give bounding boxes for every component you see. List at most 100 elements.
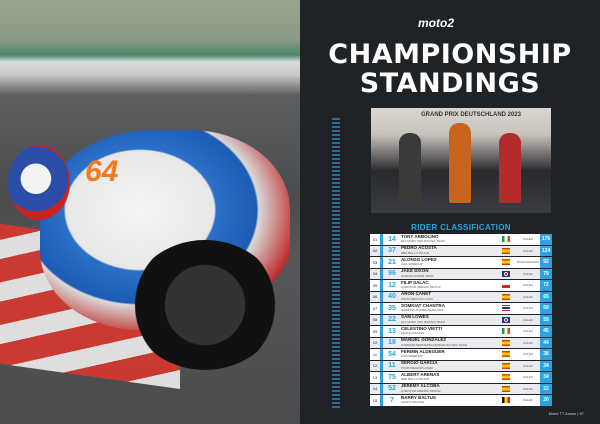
bike-make: KALEX	[523, 329, 533, 334]
rider-number: 14	[388, 235, 396, 243]
points: 65	[540, 291, 552, 302]
bike-make: BOSCOSCURO	[517, 260, 539, 265]
table-row: 12 11 SERGIO GARCIA PONS WEGOW LOS40 KALE…	[370, 360, 552, 372]
page-title: CHAMPIONSHIP STANDINGS	[300, 40, 600, 98]
row-accent	[380, 234, 383, 245]
bike-make: KALEX	[523, 294, 533, 299]
uk-flag-icon	[502, 316, 510, 323]
row-accent	[380, 291, 383, 302]
points: 45	[540, 326, 552, 337]
rider-name: JEREMY ALCOBA	[401, 383, 440, 389]
position: 02	[372, 248, 378, 254]
spain-flag-icon	[502, 293, 510, 300]
row-accent	[380, 395, 383, 406]
spain-flag-icon	[502, 385, 510, 392]
rider-figure	[449, 123, 471, 203]
team-name: PONS WEGOW LOS40	[401, 365, 433, 370]
rider-helmet	[8, 145, 70, 220]
row-accent	[380, 245, 383, 256]
position: 09	[372, 328, 378, 334]
bike-number: 64	[85, 155, 119, 188]
table-row: 07 35 SOMKIAT CHANTRA IDEMITSU HONDA TEAM…	[370, 303, 552, 315]
rider-name: FILIP SALAC	[401, 279, 429, 285]
points: 34	[540, 372, 552, 383]
team-name: FANTIC RACING	[401, 400, 425, 405]
table-row: 15 7 BARRY BALTUS FANTIC RACING KALEX 20	[370, 395, 552, 407]
rider-name: SERGIO GARCIA	[401, 360, 438, 366]
team-name: CAG SPEEDUP	[401, 262, 423, 267]
bike-make: KALEX	[523, 306, 533, 311]
points: 79	[540, 268, 552, 279]
position: 14	[372, 386, 378, 392]
title-line-1: CHAMPIONSHIP	[328, 39, 572, 70]
spain-flag-icon	[502, 351, 510, 358]
row-accent	[380, 372, 383, 383]
position: 11	[372, 351, 378, 357]
rider-number: 22	[388, 316, 396, 324]
rider-number: 18	[388, 339, 396, 347]
rider-name: ALONSO LOPEZ	[401, 256, 437, 262]
page-footer: Motul TT Assen | 87	[548, 411, 584, 416]
points: 34	[540, 360, 552, 371]
rider-number: 35	[388, 304, 396, 312]
row-accent	[380, 268, 383, 279]
rider-number: 7	[390, 396, 394, 404]
points: 20	[540, 395, 552, 406]
rider-name: MANUEL GONZALEZ	[401, 337, 447, 343]
bike-make: KALEX	[523, 340, 533, 345]
bike-make: KALEX	[523, 363, 533, 368]
team-name: RED BULL KTM AJO	[401, 250, 430, 255]
points: 72	[540, 280, 552, 291]
table-row: 02 37 PEDRO ACOSTA RED BULL KTM AJO KALEX…	[370, 245, 552, 257]
decorative-stripe	[332, 118, 340, 408]
rider-number: 12	[388, 281, 396, 289]
points: 176	[540, 234, 552, 245]
position: 06	[372, 294, 378, 300]
team-name: CAG SPEEDUP	[401, 354, 423, 359]
bike-make: KALEX	[523, 386, 533, 391]
table-row: 05 12 FILIP SALAC QJMOTOR GRESINI MOTO2 K…	[370, 280, 552, 292]
spain-flag-icon	[502, 259, 510, 266]
rider-name: CELESTINO VIETTI	[401, 325, 443, 331]
team-name: FANTIC RACING	[401, 331, 425, 336]
points: 124	[540, 245, 552, 256]
team-name: QJMOTOR GRESINI MOTO2	[401, 388, 441, 393]
bike-make: KALEX	[523, 352, 533, 357]
position: 10	[372, 340, 378, 346]
title-line-2: STANDINGS	[359, 68, 541, 99]
team-name: GASGAS ASPAR TEAM	[401, 273, 434, 278]
table-row: 14 52 JEREMY ALCOBA QJMOTOR GRESINI MOTO2…	[370, 383, 552, 395]
table-row: 13 75 ALBERT ARENAS RED BULL KTM AJO KALE…	[370, 372, 552, 384]
rider-number: 37	[388, 247, 396, 255]
position: 07	[372, 305, 378, 311]
table-row: 01 14 TONY ARBOLINO ELF MARC VDS RACING T…	[370, 234, 552, 246]
standings-page: moto2 CHAMPIONSHIP STANDINGS GRAND PRIX …	[300, 0, 600, 424]
row-accent	[380, 349, 383, 360]
standings-table: 01 14 TONY ARBOLINO ELF MARC VDS RACING T…	[370, 234, 552, 407]
bike-make: KALEX	[523, 283, 533, 288]
points: 92	[540, 257, 552, 268]
rider-name: ALBERT ARENAS	[401, 371, 440, 377]
position: 05	[372, 282, 378, 288]
rider-name: ARON CANET	[401, 291, 431, 297]
row-accent	[380, 303, 383, 314]
row-accent	[380, 383, 383, 394]
italy-flag-icon	[502, 236, 510, 243]
points: 44	[540, 337, 552, 348]
thailand-flag-icon	[502, 305, 510, 312]
moto2-logo: moto2	[418, 16, 454, 30]
spain-flag-icon	[502, 339, 510, 346]
points: 38	[540, 349, 552, 360]
row-accent	[380, 326, 383, 337]
position: 08	[372, 317, 378, 323]
team-name: ELF MARC VDS RACING TEAM	[401, 319, 445, 324]
rider-number: 21	[388, 258, 396, 266]
row-accent	[380, 257, 383, 268]
rider-number: 54	[388, 350, 396, 358]
bike-make: KALEX	[523, 248, 533, 253]
bike-make: KALEX	[523, 375, 533, 380]
rider-name: PEDRO ACOSTA	[401, 245, 437, 251]
rider-name: FERMIN ALDEGUER	[401, 348, 445, 354]
rider-name: JAKE DIXON	[401, 268, 429, 274]
uk-flag-icon	[502, 270, 510, 277]
